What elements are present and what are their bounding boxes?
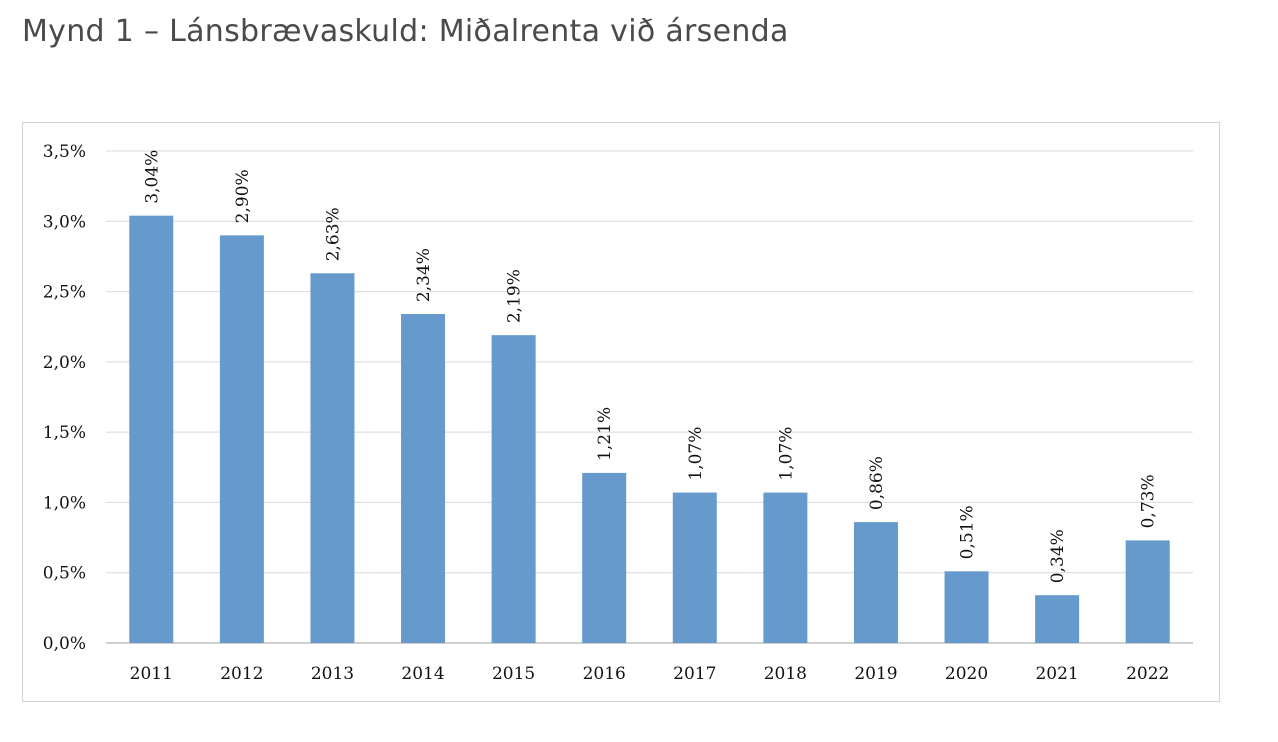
- y-tick-label: 0,0%: [43, 634, 86, 654]
- x-tick-label: 2021: [1035, 664, 1078, 684]
- x-tick-label: 2017: [673, 664, 716, 684]
- x-tick-label: 2018: [764, 664, 807, 684]
- y-tick-label: 2,0%: [43, 353, 86, 373]
- y-tick-label: 0,5%: [43, 564, 86, 584]
- data-label: 1,21%: [595, 407, 615, 461]
- x-tick-label: 2013: [311, 664, 354, 684]
- chart-title: Mynd 1 – Lánsbrævaskuld: Miðalrenta við …: [22, 14, 789, 49]
- data-label: 2,90%: [233, 169, 253, 223]
- x-tick-label: 2020: [945, 664, 988, 684]
- y-tick-label: 3,0%: [43, 212, 86, 232]
- bar: [310, 273, 355, 643]
- data-label: 0,73%: [1139, 474, 1159, 528]
- x-tick-label: 2019: [854, 664, 897, 684]
- x-tick-label: 2016: [583, 664, 626, 684]
- data-label: 2,19%: [505, 269, 525, 323]
- bar: [672, 492, 717, 643]
- bar: [763, 492, 808, 643]
- data-label: 3,04%: [142, 150, 162, 204]
- x-tick-label: 2012: [220, 664, 263, 684]
- bar: [491, 335, 536, 643]
- x-tick-label: 2014: [401, 664, 444, 684]
- data-label: 0,51%: [958, 505, 978, 559]
- y-tick-label: 1,5%: [43, 423, 86, 443]
- y-tick-label: 2,5%: [43, 283, 86, 303]
- bar: [1035, 595, 1080, 643]
- bar: [129, 215, 174, 644]
- bar: [853, 522, 898, 643]
- x-tick-label: 2022: [1126, 664, 1169, 684]
- data-label: 1,07%: [776, 427, 796, 481]
- data-label: 0,34%: [1048, 529, 1068, 583]
- data-label: 0,86%: [867, 456, 887, 510]
- data-label: 2,34%: [414, 248, 434, 302]
- bar: [944, 571, 989, 643]
- bar: [219, 235, 264, 644]
- bar: [1125, 540, 1170, 643]
- data-label: 2,63%: [323, 207, 343, 261]
- x-tick-label: 2011: [130, 664, 173, 684]
- data-label: 1,07%: [686, 427, 706, 481]
- y-tick-label: 1,0%: [43, 493, 86, 513]
- x-tick-label: 2015: [492, 664, 535, 684]
- bar: [401, 314, 446, 643]
- y-tick-label: 3,5%: [43, 142, 86, 162]
- bar: [582, 472, 627, 643]
- chart-frame: [22, 122, 1220, 702]
